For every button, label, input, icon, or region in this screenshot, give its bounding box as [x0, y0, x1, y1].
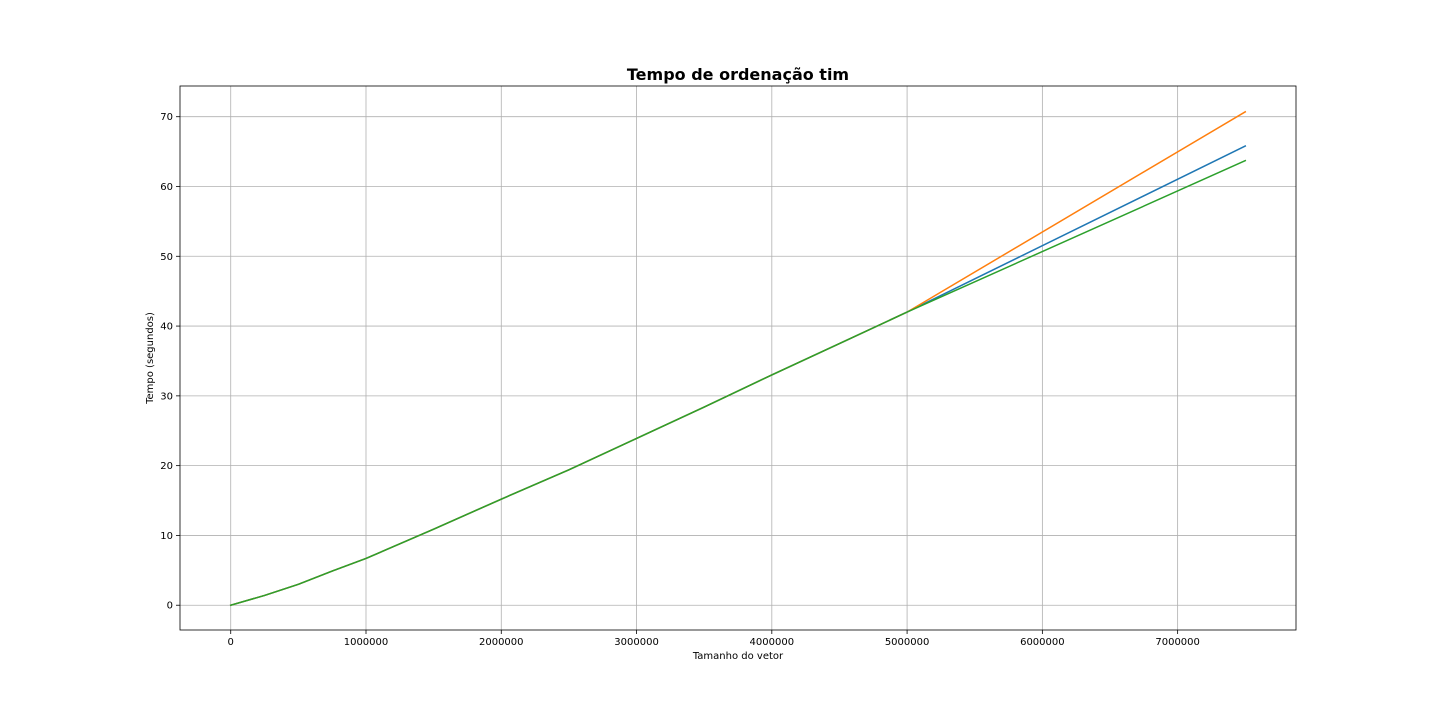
y-tick-label: 0 [167, 601, 173, 612]
series-line-2 [229, 110, 1247, 607]
y-axis: 0 10 20 30 40 50 60 70 [160, 112, 180, 612]
x-tick-label: 4000000 [750, 637, 795, 648]
x-tick-label: 5000000 [885, 637, 930, 648]
grid [180, 86, 1296, 630]
x-tick-label: 3000000 [614, 637, 659, 648]
x-axis: 0 1000000 2000000 3000000 4000000 5000000 6000… [228, 630, 1200, 648]
x-axis-label: Tamanho do vetor [692, 651, 784, 662]
x-tick-label: 1000000 [344, 637, 389, 648]
y-tick-label: 20 [160, 461, 173, 472]
x-tick-label: 7000000 [1155, 637, 1200, 648]
plot-area-frame [179, 85, 1297, 631]
series-line-3 [229, 159, 1247, 607]
y-tick-label: 10 [160, 531, 173, 542]
series-line-1 [229, 145, 1247, 607]
y-axis-label: Tempo (segundos) [145, 312, 156, 405]
x-tick-label: 6000000 [1020, 637, 1065, 648]
series-group [229, 110, 1247, 607]
y-tick-label: 50 [160, 252, 173, 263]
chart-title: Tempo de ordenação tim [627, 65, 849, 84]
y-tick-label: 40 [160, 322, 173, 333]
y-tick-label: 60 [160, 182, 173, 193]
x-tick-label: 2000000 [479, 637, 524, 648]
y-tick-label: 30 [160, 391, 173, 402]
y-tick-label: 70 [160, 112, 173, 123]
x-tick-label: 0 [228, 637, 234, 648]
